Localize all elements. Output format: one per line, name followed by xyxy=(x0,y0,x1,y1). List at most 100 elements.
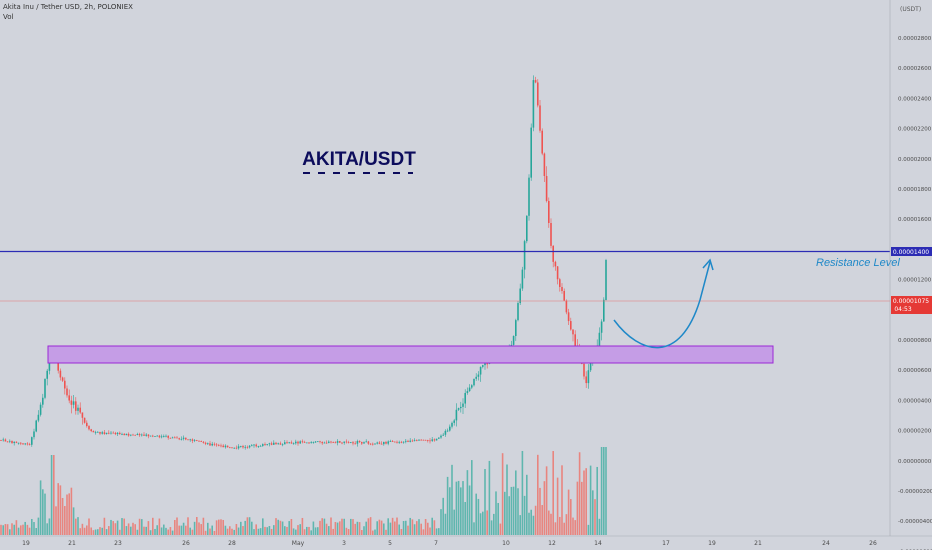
volume-bar xyxy=(15,520,18,535)
volume-bar xyxy=(147,521,150,535)
candle-body xyxy=(479,366,482,375)
volume-bar xyxy=(319,520,321,535)
x-axis[interactable]: 19 21 23 26 28 May 3 5 7 10 12 14 17 19 21 24 26 xyxy=(0,535,932,547)
y-tick-label: 0.00001200 xyxy=(898,278,932,284)
y-tick-label: 0.00000000 xyxy=(898,459,932,465)
candle-body xyxy=(572,329,574,335)
candle-body xyxy=(116,432,119,435)
volume-bar xyxy=(325,523,328,535)
volume-bar xyxy=(22,524,24,535)
candle-body xyxy=(587,370,590,384)
candle-body xyxy=(94,432,97,434)
volume-bar xyxy=(484,469,486,535)
volume-bar xyxy=(262,518,264,535)
volume-bar xyxy=(24,521,26,535)
candle-body xyxy=(66,388,68,396)
candle-body xyxy=(433,439,436,441)
candle-body xyxy=(270,443,273,445)
candle-body xyxy=(365,441,367,443)
volume-bar xyxy=(517,488,519,535)
candle-body xyxy=(86,422,88,427)
volume-bar xyxy=(264,526,266,535)
candle-body xyxy=(552,245,554,262)
volume-bar xyxy=(462,481,464,535)
candle-body xyxy=(174,437,176,439)
volume-bar xyxy=(350,518,352,535)
volume-bar xyxy=(286,526,288,535)
volume-bar xyxy=(295,529,297,535)
candle-body xyxy=(561,286,563,291)
candle-body xyxy=(372,443,374,445)
candle-body xyxy=(20,442,22,444)
volume-bar xyxy=(605,447,607,535)
candle-body xyxy=(145,434,147,436)
candle-body xyxy=(431,439,433,441)
volume-bar xyxy=(457,480,460,535)
volume-bar xyxy=(603,447,605,535)
candle-body xyxy=(178,438,180,440)
candle-body xyxy=(275,442,277,445)
volume-bar xyxy=(130,526,132,535)
candle-body xyxy=(442,434,444,436)
volume-bar xyxy=(383,523,385,535)
candle-body xyxy=(198,440,200,442)
volume-bar xyxy=(499,523,502,535)
candle-body xyxy=(352,442,354,444)
volume-bar xyxy=(420,523,422,535)
volume-bar xyxy=(53,455,55,535)
volume-bar xyxy=(515,470,517,535)
y-axis[interactable]: 0.00002800 0.00002600 0.00002400 0.00002200… xyxy=(889,0,932,550)
candle-body xyxy=(191,439,194,441)
volume-bar xyxy=(519,515,521,535)
candle-body xyxy=(136,434,139,435)
volume-bar xyxy=(90,527,92,535)
symbol-legend[interactable]: Akita Inu / Tether USD, 2h, POLONIEX xyxy=(3,3,133,11)
volume-bar xyxy=(231,528,233,535)
volume-bar xyxy=(363,526,365,535)
x-tick-label: 19 xyxy=(708,540,716,547)
volume-bar xyxy=(303,529,306,535)
candle-body xyxy=(565,300,568,313)
volume-bar xyxy=(314,527,317,535)
candle-body xyxy=(446,430,449,432)
candle-body xyxy=(297,441,299,444)
volume-bar xyxy=(44,493,46,535)
volume-bar xyxy=(101,527,103,535)
volume-bar xyxy=(310,530,312,535)
volume-bar xyxy=(9,529,11,535)
volume-bar xyxy=(189,527,191,535)
volume-bar xyxy=(158,518,161,535)
volume-bar xyxy=(405,520,407,535)
volume-bar xyxy=(61,497,64,535)
volume-bar xyxy=(163,524,165,535)
candle-body xyxy=(202,441,205,443)
volume-bar xyxy=(86,525,88,535)
volume-bar xyxy=(438,528,440,535)
volume-legend[interactable]: Vol xyxy=(3,13,14,21)
candle-body xyxy=(405,440,407,442)
volume-bar xyxy=(244,520,246,535)
volume-bar xyxy=(220,519,222,535)
candle-body xyxy=(515,320,517,337)
volume-bar xyxy=(427,522,429,535)
candle-body xyxy=(550,223,552,246)
resistance-label: Resistance Level xyxy=(816,257,900,269)
volume-bar xyxy=(255,524,257,535)
volume-bar xyxy=(398,524,400,535)
volume-bar xyxy=(132,522,134,535)
projection-arrow[interactable] xyxy=(613,261,711,349)
volume-bar xyxy=(187,517,189,535)
support-zone[interactable] xyxy=(47,345,774,364)
candle-body xyxy=(119,432,121,435)
volume-bar xyxy=(202,517,205,535)
candle-body xyxy=(416,440,418,442)
candle-body xyxy=(72,401,75,405)
volume-bar xyxy=(290,519,293,535)
candle-body xyxy=(455,409,458,421)
volume-bar xyxy=(488,460,491,535)
volume-bar xyxy=(600,447,603,535)
candle-body xyxy=(101,432,103,434)
volume-bar xyxy=(121,518,123,535)
candle-body xyxy=(211,443,213,446)
